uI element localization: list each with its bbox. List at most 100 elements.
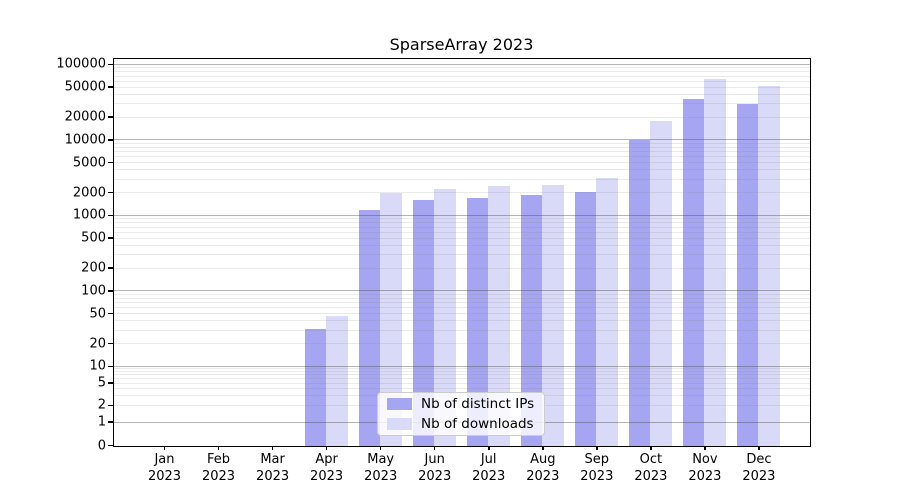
bar-ips-apr bbox=[304, 328, 327, 446]
y-tick-label-100: 100 bbox=[81, 283, 106, 299]
gridline-minor-40 bbox=[114, 320, 810, 322]
y-tick-label-50000: 50000 bbox=[64, 79, 106, 95]
gridline-minor-6 bbox=[114, 378, 810, 380]
gridline-minor-60000 bbox=[114, 80, 810, 82]
bar-ips-aug bbox=[520, 194, 543, 446]
y-tick-label-1000: 1000 bbox=[72, 207, 106, 223]
y-tick-100000 bbox=[108, 63, 113, 66]
gridline-minor-9000 bbox=[114, 142, 810, 144]
gridline-minor-90000 bbox=[114, 67, 810, 69]
gridline-minor-20 bbox=[114, 343, 810, 345]
legend-label-distinct-ips: Nb of distinct IPs bbox=[421, 396, 535, 412]
y-tick-10 bbox=[108, 365, 113, 368]
x-tick-jul bbox=[488, 445, 490, 450]
y-tick-label-500: 500 bbox=[81, 230, 106, 246]
y-tick-label-20000: 20000 bbox=[64, 109, 106, 125]
x-tick-mar bbox=[271, 445, 274, 450]
gridline-minor-4000 bbox=[114, 169, 810, 171]
y-tick-label-2: 2 bbox=[97, 397, 106, 413]
y-tick-50 bbox=[108, 312, 113, 315]
gridline-minor-30 bbox=[114, 329, 810, 331]
gridline-minor-70000 bbox=[114, 75, 810, 77]
legend-swatch-downloads bbox=[387, 417, 412, 431]
gridline-minor-3000 bbox=[114, 178, 810, 180]
gridline-minor-300 bbox=[114, 254, 810, 256]
y-tick-label-2000: 2000 bbox=[72, 185, 106, 201]
y-tick-100 bbox=[108, 290, 113, 292]
y-tick-2 bbox=[108, 404, 113, 406]
gridline-minor-4 bbox=[114, 388, 810, 389]
bar-ips-jul bbox=[466, 198, 489, 446]
bar-ips-may bbox=[358, 209, 381, 446]
bar-downloads-apr bbox=[326, 316, 348, 446]
y-tick-label-20: 20 bbox=[89, 336, 106, 352]
bar-downloads-jul bbox=[488, 185, 510, 446]
y-tick-2000 bbox=[108, 191, 113, 194]
gridline-minor-9 bbox=[114, 368, 810, 370]
gridline-major-10 bbox=[114, 365, 810, 367]
y-tick-label-100000: 100000 bbox=[56, 56, 106, 72]
y-tick-label-1: 1 bbox=[97, 414, 106, 430]
x-tick-dec bbox=[758, 445, 760, 450]
y-tick-label-10000: 10000 bbox=[64, 132, 106, 148]
gridline-major-1000 bbox=[114, 214, 810, 216]
x-tick-label-nov: Nov 2023 bbox=[688, 451, 722, 484]
x-tick-label-apr: Apr 2023 bbox=[310, 451, 344, 484]
x-tick-label-jun: Jun 2023 bbox=[418, 451, 452, 484]
gridline-minor-7000 bbox=[114, 151, 810, 152]
gridline-minor-700 bbox=[114, 226, 810, 228]
y-tick-200 bbox=[108, 267, 113, 269]
bar-ips-oct bbox=[628, 140, 651, 446]
gridline-minor-5 bbox=[114, 382, 810, 384]
chart-title: SparseArray 2023 bbox=[389, 35, 534, 54]
x-tick-jan bbox=[163, 445, 166, 450]
gridline-minor-50 bbox=[114, 313, 810, 314]
bar-downloads-may bbox=[380, 193, 402, 446]
x-tick-label-jan: Jan 2023 bbox=[147, 451, 182, 484]
y-tick-label-200: 200 bbox=[81, 260, 106, 276]
x-tick-oct bbox=[650, 445, 652, 450]
gridline-major-100 bbox=[114, 290, 810, 292]
y-tick-0 bbox=[108, 444, 113, 447]
bar-downloads-dec bbox=[758, 86, 781, 446]
x-tick-label-jul: Jul 2023 bbox=[472, 451, 506, 484]
legend-item-downloads: Nb of downloads bbox=[387, 416, 544, 432]
x-tick-feb bbox=[217, 445, 220, 450]
bar-downloads-nov bbox=[704, 78, 726, 446]
x-tick-jun bbox=[433, 445, 436, 450]
y-tick-label-5000: 5000 bbox=[72, 155, 106, 170]
gridline-minor-200 bbox=[114, 267, 810, 269]
gridline-minor-70 bbox=[114, 302, 810, 303]
gridline-minor-5000 bbox=[114, 162, 810, 163]
gridline-minor-2000 bbox=[114, 192, 810, 194]
x-tick-aug bbox=[542, 445, 544, 450]
y-tick-5000 bbox=[108, 161, 113, 164]
legend-swatch-distinct-ips bbox=[387, 397, 412, 411]
gridline-minor-40000 bbox=[114, 93, 810, 95]
legend: Nb of distinct IPs Nb of downloads bbox=[377, 392, 545, 436]
y-tick-label-10: 10 bbox=[89, 358, 106, 374]
x-tick-label-aug: Aug 2023 bbox=[526, 451, 560, 484]
x-tick-label-dec: Dec 2023 bbox=[742, 451, 776, 484]
bar-ips-jun bbox=[412, 200, 435, 446]
y-tick-label-0: 0 bbox=[97, 438, 106, 453]
gridline-major-100000 bbox=[114, 63, 810, 65]
y-tick-5 bbox=[108, 382, 113, 384]
bar-downloads-oct bbox=[650, 121, 672, 446]
gridline-minor-500 bbox=[114, 237, 810, 239]
y-tick-20 bbox=[108, 342, 113, 345]
gridline-minor-900 bbox=[114, 218, 810, 220]
gridline-minor-80 bbox=[114, 297, 810, 299]
bar-downloads-jun bbox=[434, 188, 456, 446]
bar-downloads-sep bbox=[596, 177, 618, 446]
x-tick-label-feb: Feb 2023 bbox=[201, 451, 236, 484]
gridline-major-10000 bbox=[114, 139, 810, 141]
gridline-minor-7 bbox=[114, 374, 810, 376]
gridline-minor-30000 bbox=[114, 103, 810, 105]
y-tick-500 bbox=[108, 237, 113, 239]
y-tick-10000 bbox=[108, 139, 113, 141]
gridline-minor-800 bbox=[114, 222, 810, 224]
x-tick-sep bbox=[596, 445, 598, 450]
y-tick-label-50: 50 bbox=[89, 306, 106, 321]
